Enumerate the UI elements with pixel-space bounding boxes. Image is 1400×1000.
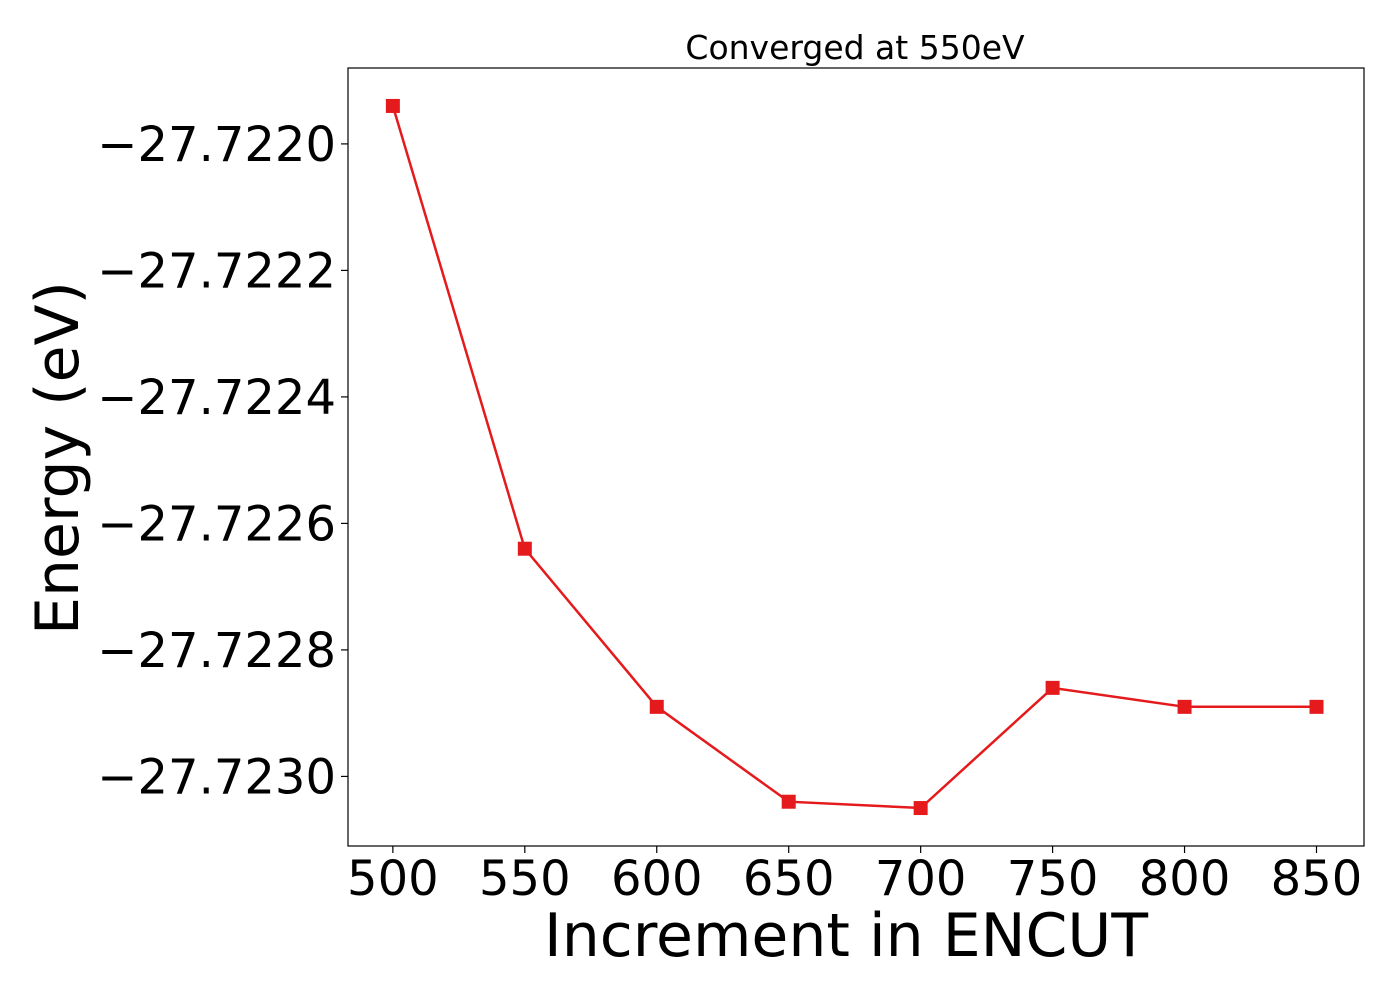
x-tick-label: 500 — [347, 851, 439, 907]
x-tick-label: 700 — [875, 851, 967, 907]
data-point-marker — [1045, 680, 1060, 695]
y-tick-label: −27.7226 — [97, 496, 336, 552]
x-tick-label: 550 — [479, 851, 571, 907]
y-axis-label: Energy (eV) — [23, 281, 93, 635]
y-tick-label: −27.7224 — [97, 370, 336, 426]
x-tick-label: 800 — [1139, 851, 1231, 907]
x-tick-label: 600 — [611, 851, 703, 907]
x-tick-label: 750 — [1007, 851, 1099, 907]
x-tick-label: 850 — [1271, 851, 1363, 907]
series-line — [391, 105, 1317, 810]
y-tick-label: −27.7228 — [97, 623, 336, 679]
data-point-marker — [517, 541, 532, 556]
data-point-marker — [1177, 699, 1192, 714]
data-point-marker — [1309, 699, 1324, 714]
data-point-marker — [913, 801, 928, 816]
y-tick-label: −27.7220 — [97, 117, 336, 173]
series-layer — [385, 98, 1324, 816]
data-point-marker — [385, 98, 400, 113]
x-axis-label: Increment in ENCUT — [544, 901, 1148, 971]
plot-area-frame — [347, 67, 1365, 847]
chart-title: Converged at 550eV — [685, 28, 1025, 67]
x-axis-ticks: 500 550 600 650 700 750 800 850 — [347, 846, 1362, 907]
x-tick-label: 650 — [743, 851, 835, 907]
y-tick-label: −27.7222 — [97, 243, 336, 299]
y-axis-ticks: −27.7220 −27.7222 −27.7224 −27.7226 −27.7228… — [97, 117, 348, 805]
data-point-marker — [649, 699, 664, 714]
y-tick-label: −27.7230 — [97, 749, 336, 805]
data-point-marker — [781, 794, 796, 809]
